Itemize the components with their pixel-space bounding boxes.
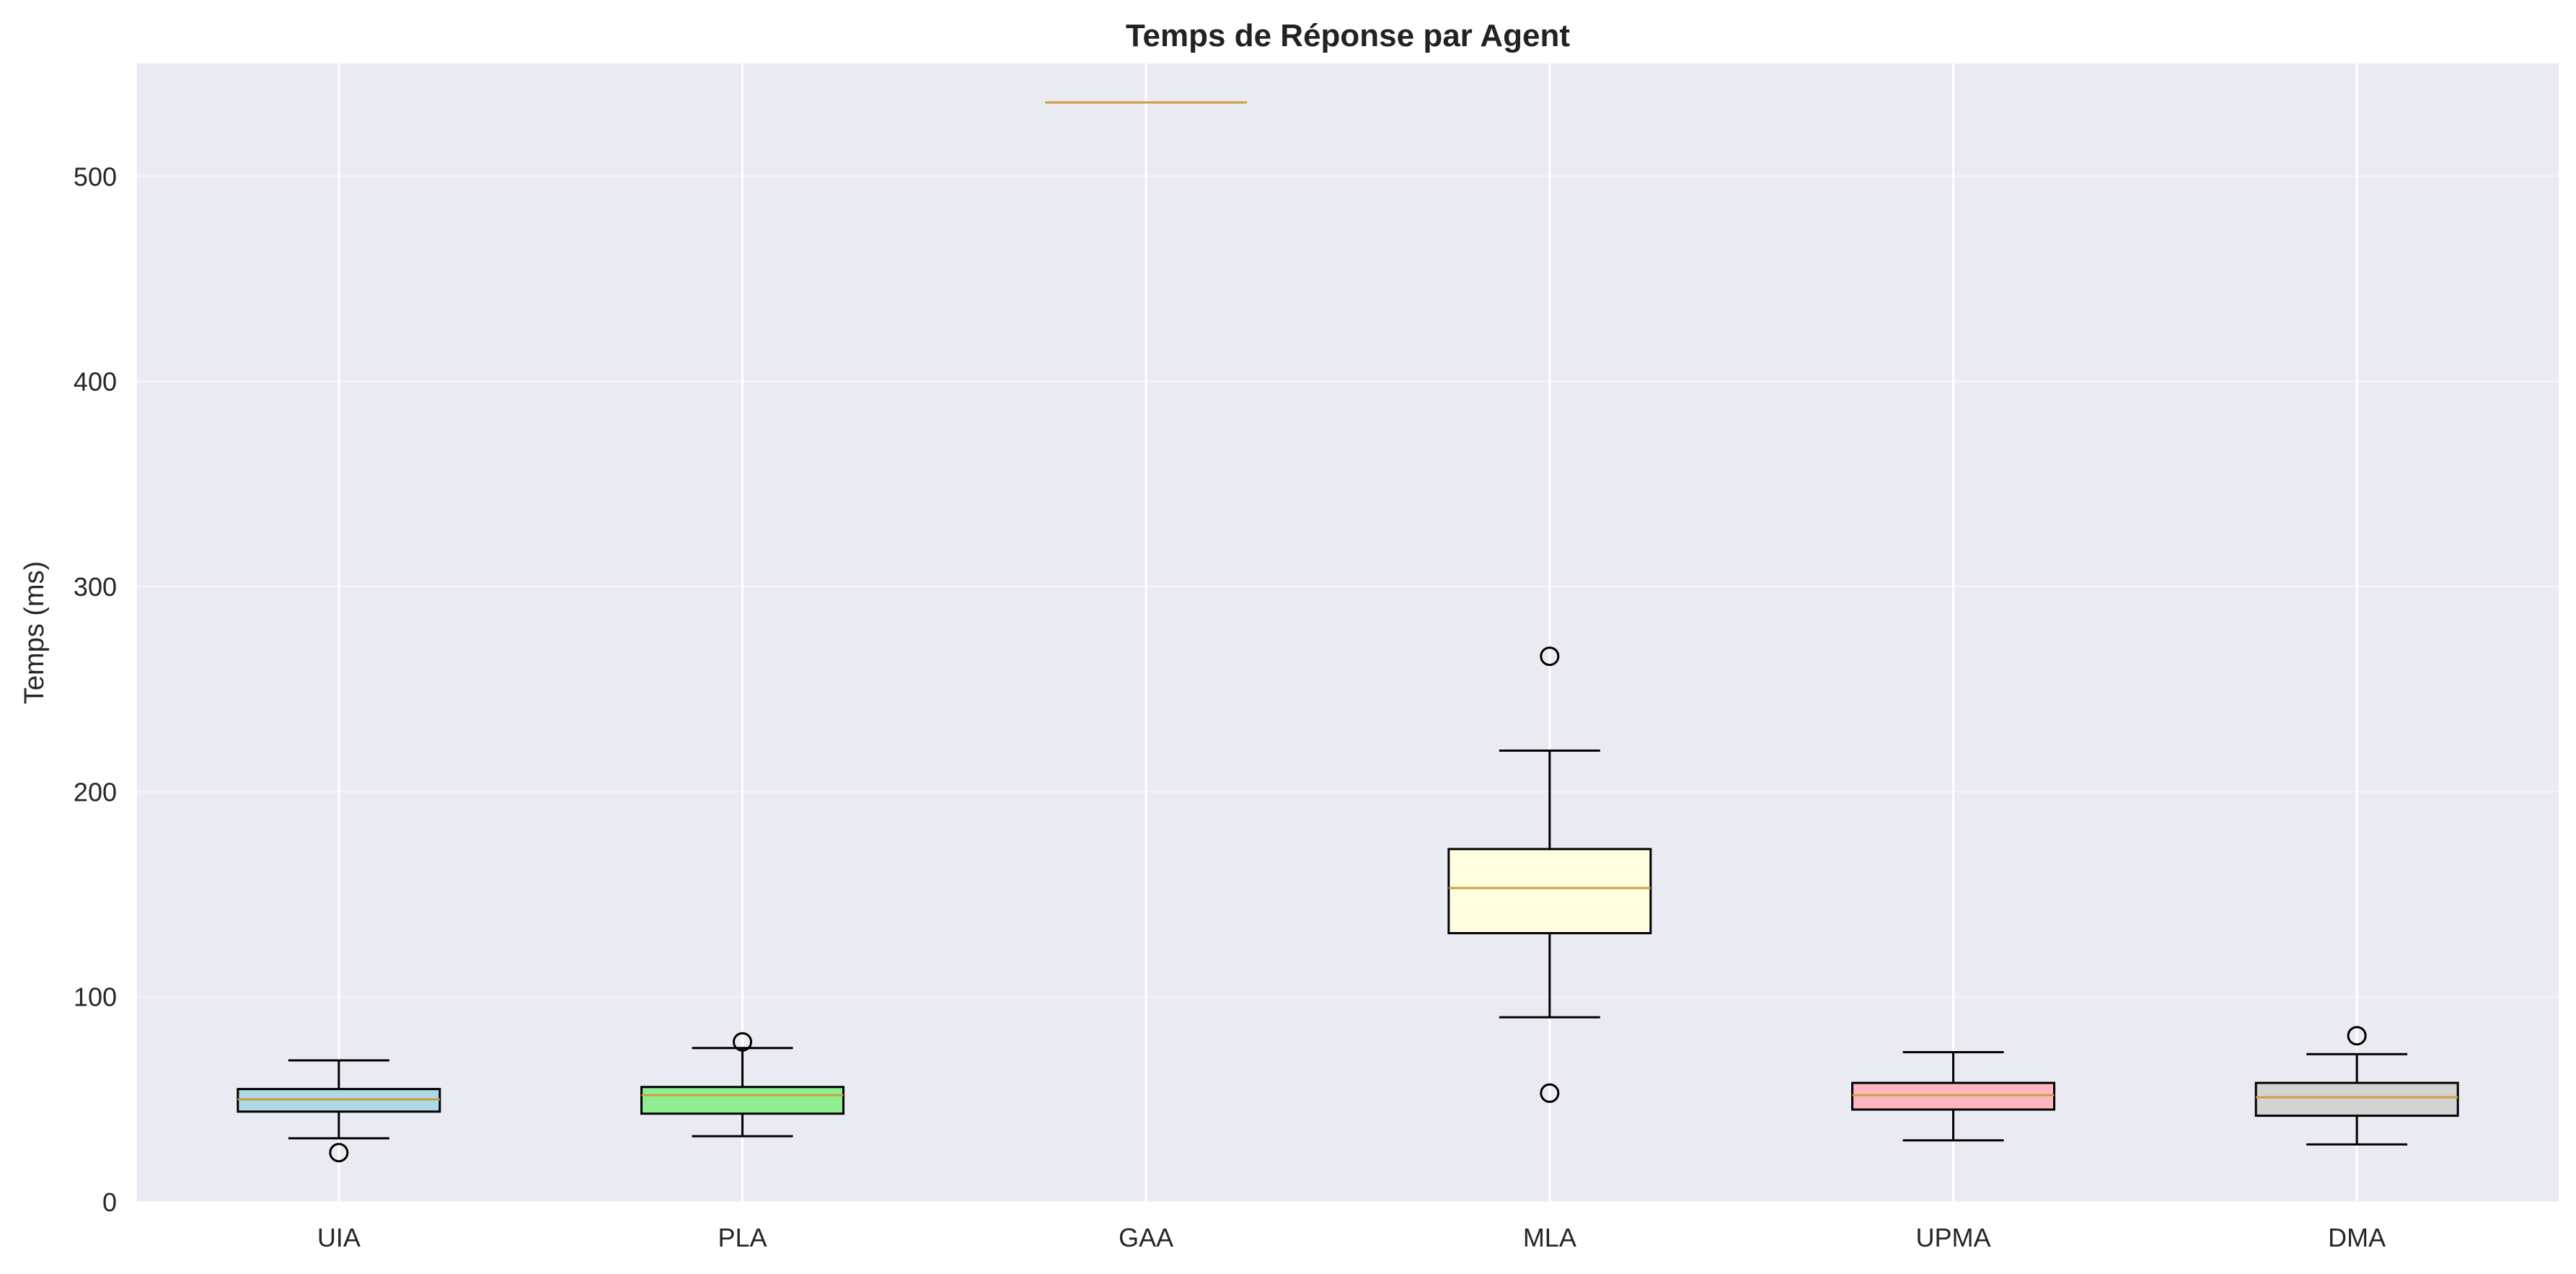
- box-body: [1447, 848, 1652, 935]
- outlier-point: [2347, 1026, 2367, 1046]
- box-body: [2254, 1081, 2459, 1117]
- x-tick-label: MLA: [1523, 1223, 1576, 1252]
- x-tick-label: PLA: [718, 1223, 767, 1252]
- outlier-point: [733, 1032, 752, 1052]
- y-axis-ticks: 0 100 200 300 400 500: [74, 162, 117, 1217]
- box-mla: [1447, 646, 1652, 1103]
- outlier-point: [1540, 1083, 1560, 1103]
- box-upma: [1851, 1050, 2055, 1142]
- y-tick-label: 100: [74, 983, 117, 1012]
- x-tick-label: UIA: [317, 1223, 361, 1252]
- box-body: [640, 1086, 844, 1115]
- x-tick-label: UPMA: [1915, 1223, 1990, 1252]
- y-axis-label: Temps (ms): [19, 561, 50, 704]
- x-tick-label: GAA: [1119, 1223, 1173, 1252]
- box-uia: [237, 1059, 441, 1163]
- outlier-point: [329, 1143, 349, 1163]
- y-tick-label: 300: [74, 572, 117, 602]
- y-tick-label: 500: [74, 162, 117, 191]
- box-pla: [640, 1032, 844, 1138]
- x-tick-label: DMA: [2328, 1223, 2386, 1252]
- plot-area: [137, 63, 2559, 1202]
- box-dma: [2254, 1026, 2459, 1146]
- y-tick-label: 200: [74, 777, 117, 807]
- y-tick-label: 0: [102, 1187, 117, 1217]
- y-tick-label: 400: [74, 367, 117, 397]
- x-axis-ticks: UIA PLA GAA MLA UPMA DMA: [317, 1223, 2386, 1252]
- outlier-point: [1540, 646, 1560, 667]
- box-plots: [237, 101, 2459, 1163]
- chart-title: Temps de Réponse par Agent: [1126, 18, 1570, 53]
